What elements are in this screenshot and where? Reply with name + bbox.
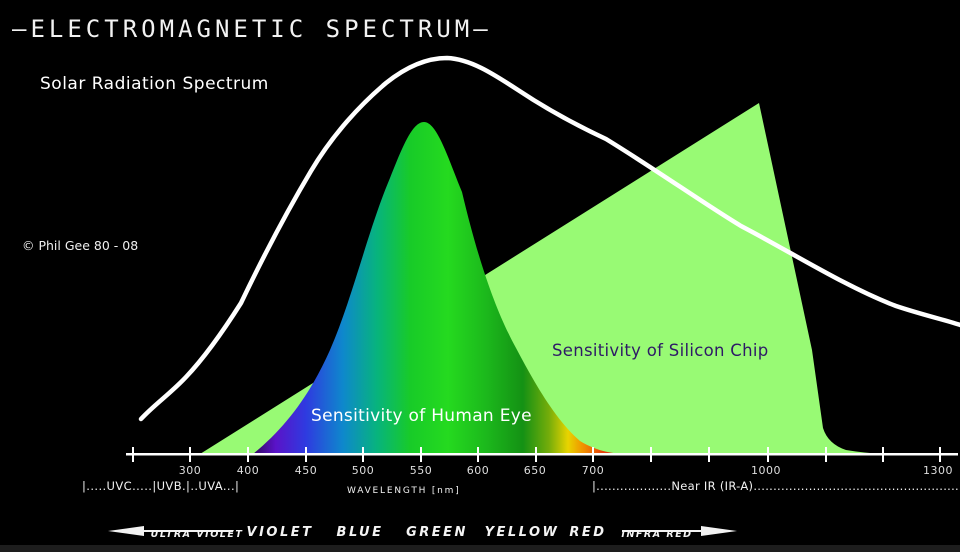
- band-label-violet: VIOLET: [246, 525, 314, 540]
- tick-1200: [882, 447, 884, 462]
- tick-label-1000: 1000: [751, 464, 781, 477]
- tick-450: [305, 447, 307, 462]
- x-axis-line: [126, 453, 958, 456]
- uv-bands-annotation: |.....UVC.....|UVB.|..UVA...|: [82, 479, 240, 493]
- page-title: —ELECTROMAGNETIC SPECTRUM—: [12, 15, 492, 43]
- band-label-green: GREEN: [406, 525, 468, 540]
- infrared-arrow-icon: [622, 526, 737, 536]
- tick-label-700: 700: [581, 464, 605, 477]
- tick-label-300: 300: [178, 464, 202, 477]
- solar-radiation-curve: [138, 55, 960, 422]
- tick-1300: [939, 447, 941, 462]
- tick-650: [535, 447, 537, 462]
- silicon-chip-label: Sensitivity of Silicon Chip: [552, 341, 769, 360]
- band-label-yellow: YELLOW: [484, 525, 560, 540]
- tick-600: [477, 447, 479, 462]
- tick-label-500: 500: [351, 464, 375, 477]
- tick-label-400: 400: [236, 464, 260, 477]
- ultraviolet-arrow-icon: [108, 526, 233, 536]
- tick-550: [420, 447, 422, 462]
- tick-1000: [767, 447, 769, 462]
- near-ir-annotation: |...................Near IR (IR-A)......…: [592, 479, 960, 493]
- tick-label-650: 650: [523, 464, 547, 477]
- tick-900: [708, 447, 710, 462]
- tick-label-600: 600: [466, 464, 490, 477]
- tick-label-550: 550: [409, 464, 433, 477]
- band-label-ultraviolet: ULTRA VIOLET: [150, 529, 244, 540]
- human-eye-sensitivity-area: [253, 122, 628, 454]
- band-label-red: RED: [569, 525, 607, 540]
- tick-500: [362, 447, 364, 462]
- tick-200: [132, 447, 134, 462]
- tick-label-1300: 1300: [923, 464, 953, 477]
- tick-1100: [825, 447, 827, 462]
- tick-800: [650, 447, 652, 462]
- tick-label-450: 450: [294, 464, 318, 477]
- band-label-blue: BLUE: [336, 525, 384, 540]
- x-axis-title: WAVELENGTH [nm]: [347, 486, 461, 496]
- tick-400: [247, 447, 249, 462]
- tick-300: [189, 447, 191, 462]
- x-axis: [126, 447, 958, 462]
- solar-spectrum-label: Solar Radiation Spectrum: [40, 74, 269, 94]
- tick-700: [592, 447, 594, 462]
- copyright-text: © Phil Gee 80 - 08: [22, 238, 139, 253]
- human-eye-label: Sensitivity of Human Eye: [311, 406, 532, 426]
- band-label-infrared: INFRA RED: [621, 529, 693, 540]
- bottom-edge-strip: [0, 545, 960, 552]
